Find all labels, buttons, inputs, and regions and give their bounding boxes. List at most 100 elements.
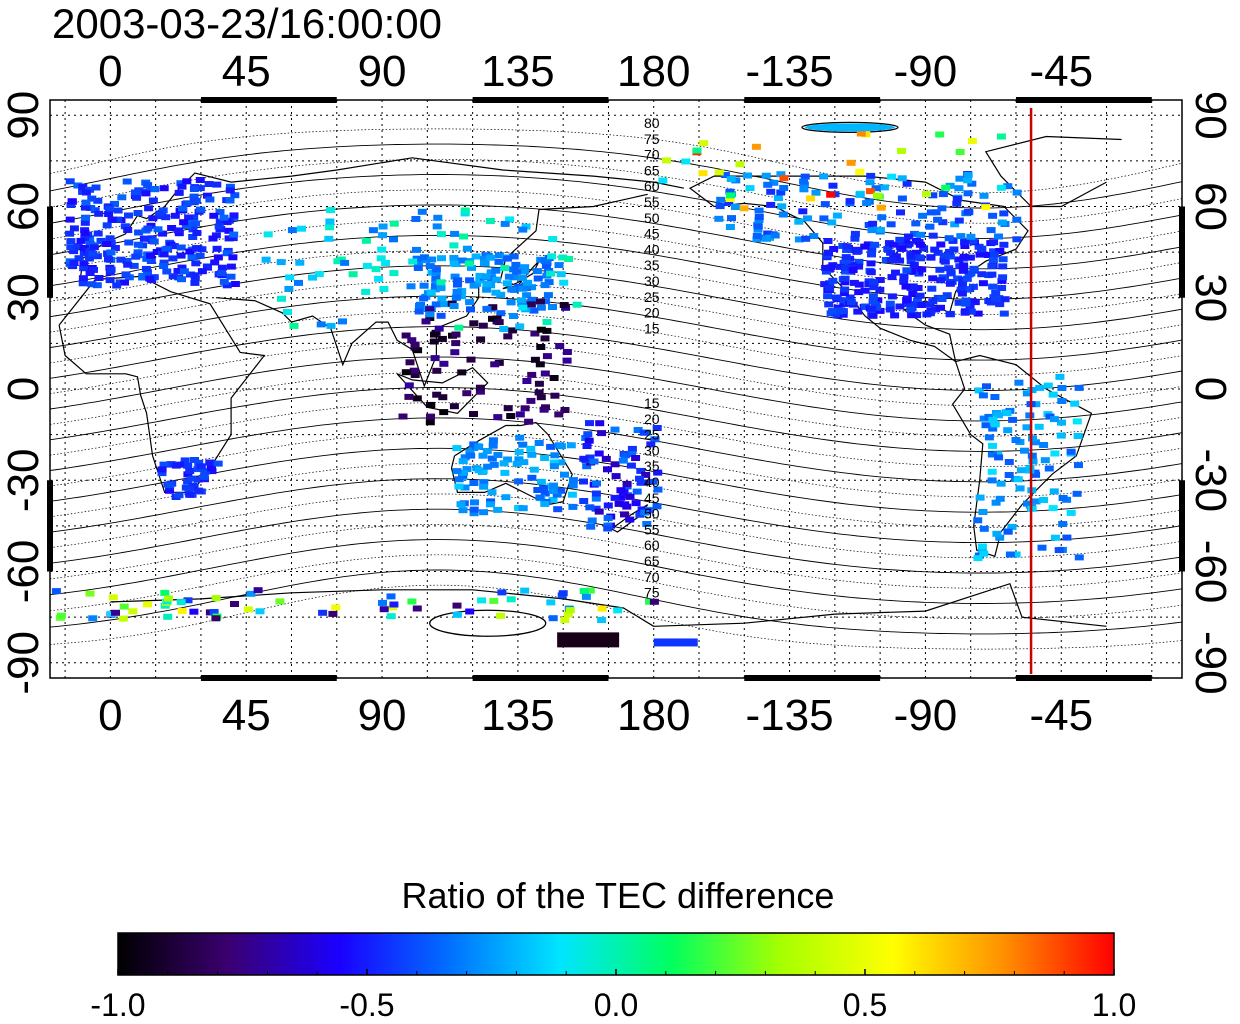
coastline-path	[396, 366, 489, 414]
tec-cell	[999, 241, 1009, 248]
tec-cell	[490, 361, 500, 368]
tec-cell	[386, 613, 396, 620]
tec-cell	[891, 253, 901, 260]
tec-cell	[776, 171, 786, 178]
tec-cell	[130, 189, 140, 196]
tec-cell	[885, 300, 895, 307]
tec-cell	[518, 505, 528, 512]
tec-cell	[645, 598, 654, 605]
tec-cell	[457, 369, 467, 376]
tec-cell	[912, 297, 922, 304]
tec-cell	[896, 209, 905, 216]
tec-cell	[295, 259, 305, 266]
tec-cell	[770, 232, 780, 239]
tec-cell	[430, 331, 439, 338]
tec-cell	[562, 349, 572, 355]
tec-cell	[875, 226, 885, 233]
tec-cell	[474, 467, 484, 474]
tec-cell	[946, 269, 956, 276]
tec-cell	[854, 281, 864, 288]
tec-cell	[983, 252, 993, 258]
tec-cell	[1074, 554, 1084, 561]
tec-cell	[113, 207, 123, 214]
tec-cell	[520, 268, 529, 275]
tec-cell	[828, 277, 838, 284]
tec-cell	[66, 202, 76, 208]
tec-cell	[662, 157, 671, 164]
tec-cell	[620, 511, 629, 518]
tec-cell	[1007, 523, 1017, 530]
tec-cell	[832, 212, 842, 219]
tec-cell	[542, 327, 552, 334]
tec-cell	[469, 320, 479, 327]
tec-cell	[502, 280, 512, 287]
tec-cell	[406, 283, 416, 290]
tec-cell	[1031, 401, 1041, 408]
tec-cell	[450, 349, 460, 356]
tec-cell	[988, 212, 998, 219]
contour-label: 25	[644, 427, 660, 443]
tec-cell	[548, 488, 558, 494]
tec-cell	[157, 470, 167, 477]
tec-cell	[407, 598, 417, 605]
tec-cell	[890, 312, 900, 319]
tec-cell	[460, 207, 470, 214]
tec-cell	[540, 282, 550, 289]
tec-cell	[408, 258, 418, 265]
tec-cell	[907, 312, 917, 319]
tec-cell	[546, 599, 556, 606]
contour-label: 70	[644, 147, 660, 163]
tec-cell	[74, 255, 84, 262]
tec-cell	[1074, 384, 1084, 391]
contour-label: 60	[644, 537, 660, 553]
tec-cell	[132, 194, 142, 201]
tec-cell	[902, 297, 912, 304]
tec-cell	[106, 249, 116, 256]
tec-cell	[487, 489, 497, 496]
tec-cell	[840, 279, 850, 286]
tec-cell	[183, 597, 193, 604]
tec-cell	[482, 286, 492, 293]
tec-cell	[246, 590, 256, 597]
tec-cell	[806, 195, 816, 202]
tec-cell	[263, 231, 273, 238]
tec-cell	[534, 440, 544, 446]
tec-cell	[186, 271, 195, 278]
tec-cell	[450, 273, 460, 280]
tec-cell	[626, 462, 636, 469]
bottom-lon-tick-label: 0	[98, 691, 122, 740]
tec-cell	[181, 223, 191, 229]
tec-cell	[960, 243, 970, 249]
tec-cell	[65, 216, 75, 223]
tec-cell	[919, 245, 929, 252]
tec-cell	[641, 471, 651, 478]
tec-cell	[995, 248, 1005, 254]
tec-cell	[854, 263, 864, 270]
tec-cell	[979, 525, 989, 532]
tec-cell	[794, 236, 804, 243]
tec-cell	[185, 219, 195, 226]
tec-cell	[143, 182, 153, 189]
tec-cell	[616, 487, 626, 494]
tec-cell	[92, 282, 102, 289]
tec-cell	[222, 250, 232, 257]
tec-cell	[459, 233, 469, 240]
tec-cell	[841, 257, 851, 264]
tec-cell	[165, 487, 174, 494]
tec-cell	[80, 219, 90, 226]
tec-cell	[503, 333, 513, 340]
tec-cell	[556, 459, 566, 466]
tec-cell	[907, 268, 917, 275]
tec-cell	[548, 304, 557, 310]
tec-cell	[421, 318, 431, 325]
tec-cell	[625, 493, 635, 500]
tec-cell	[1050, 534, 1060, 541]
tec-cell	[476, 336, 486, 343]
tec-cell	[190, 275, 200, 282]
tec-cell	[653, 469, 663, 476]
tec-cell	[1002, 410, 1012, 417]
tec-cell	[899, 278, 909, 285]
tec-cell	[67, 198, 77, 205]
tec-cell	[104, 211, 114, 217]
tec-cell	[632, 488, 642, 495]
